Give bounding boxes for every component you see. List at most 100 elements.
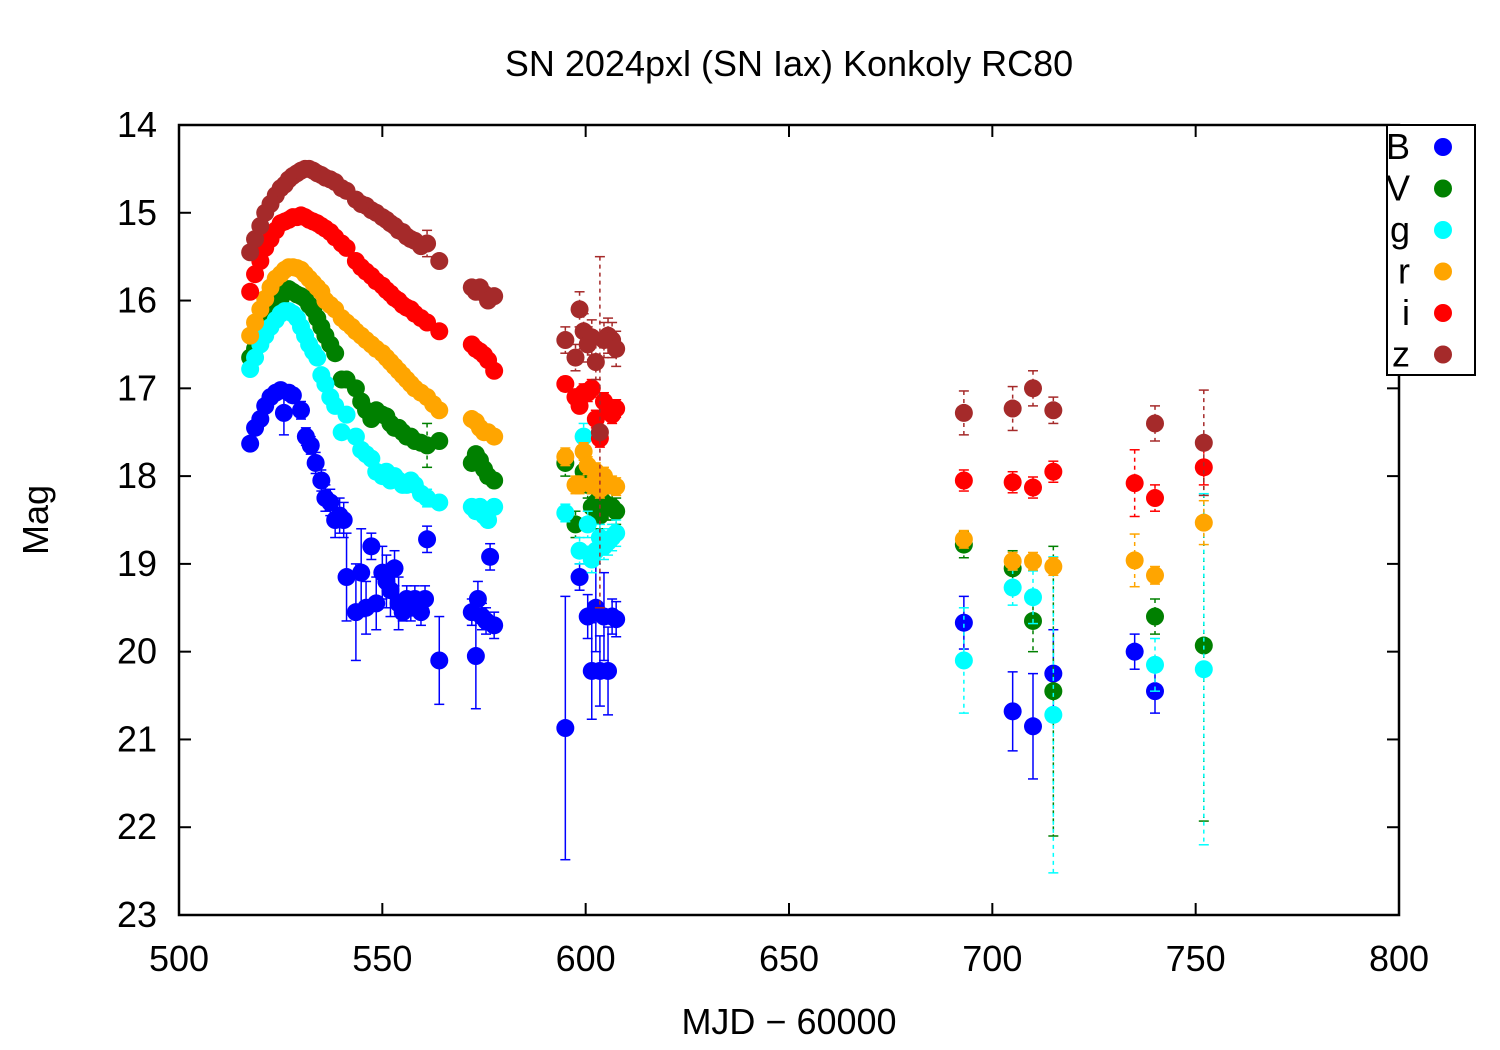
data-point [570,568,589,587]
data-point [566,348,585,367]
data-point [1024,552,1042,571]
data-point [241,282,260,301]
data-point [1003,473,1022,492]
x-tick-label: 750 [1166,938,1226,979]
y-tick-label: 21 [117,718,157,759]
data-point [1044,705,1063,724]
y-tick-label: 20 [117,631,157,672]
data-point [301,436,320,455]
x-axis-label: MJD − 60000 [681,1001,896,1042]
data-point [485,427,504,446]
data-point [430,651,449,670]
data-point [430,322,449,341]
series-B [241,381,1164,861]
data-point [556,447,575,466]
data-point [1146,566,1164,585]
x-axis-ticks: 500 550 600 650 700 750 800 [149,125,1429,979]
data-point [1003,552,1022,571]
data-point [1194,513,1213,532]
data-series-group [241,159,1213,874]
legend-marker [1434,221,1452,239]
legend-label: i [1402,292,1410,333]
data-point [485,361,504,380]
data-point [607,339,626,358]
data-point [607,524,626,543]
data-point [1003,399,1022,418]
series-g [241,302,1213,874]
data-point [954,651,973,670]
data-point [1194,458,1213,477]
legend-label: g [1390,209,1410,250]
data-point [337,568,356,587]
y-tick-label: 19 [117,543,157,584]
data-point [1146,489,1164,508]
data-point [1194,636,1213,655]
x-tick-label: 600 [556,938,616,979]
data-point [283,386,302,405]
data-point [607,502,626,521]
x-tick-label: 500 [149,938,209,979]
data-point [607,399,626,418]
data-point [367,594,386,613]
legend-label: V [1386,168,1410,209]
x-tick-label: 550 [352,938,412,979]
legend-label: z [1392,334,1410,375]
data-point [274,403,293,422]
data-point [321,493,340,512]
x-tick-label: 650 [759,938,819,979]
data-point [556,719,575,738]
data-point [385,559,404,578]
legend-marker [1434,179,1452,198]
data-point [326,344,345,363]
data-point [954,471,973,490]
data-point [430,432,449,450]
data-point [352,563,371,582]
data-point [1194,433,1213,452]
data-point [485,471,504,490]
data-point [556,331,575,350]
data-point [466,647,485,666]
y-axis-ticks: 14 15 16 17 18 19 20 21 22 23 [117,104,1399,935]
legend-label: r [1398,251,1410,292]
y-axis-label: Mag [15,485,56,555]
data-point [1024,717,1042,736]
data-point [1146,414,1164,433]
data-point [586,353,605,371]
data-point [599,661,618,680]
data-point [607,610,626,629]
data-point [334,511,353,529]
data-point [1146,607,1164,626]
data-point [306,453,325,472]
data-point [485,616,504,635]
data-point [1003,578,1022,597]
data-point [1044,462,1063,481]
y-tick-label: 15 [117,192,157,233]
data-point [1024,588,1042,607]
data-point [418,234,437,253]
y-tick-label: 17 [117,367,157,408]
legend-box [1386,124,1476,376]
data-point [954,530,973,549]
data-point [574,427,593,446]
data-point [1024,478,1042,497]
data-point [381,581,400,600]
data-point [1044,401,1063,420]
data-point [1044,664,1063,683]
data-point [362,537,381,556]
legend-label: B [1386,126,1410,167]
y-tick-label: 18 [117,455,157,496]
chart-title: SN 2024pxl (SN Iax) Konkoly RC80 [505,43,1073,84]
y-tick-label: 22 [117,806,157,847]
data-point [574,442,593,461]
data-point [308,348,327,367]
data-point [312,471,331,490]
data-point [416,590,435,608]
data-point [292,401,310,420]
data-point [1003,702,1022,721]
data-point [607,477,626,496]
data-point [430,401,449,420]
data-point [590,423,609,442]
